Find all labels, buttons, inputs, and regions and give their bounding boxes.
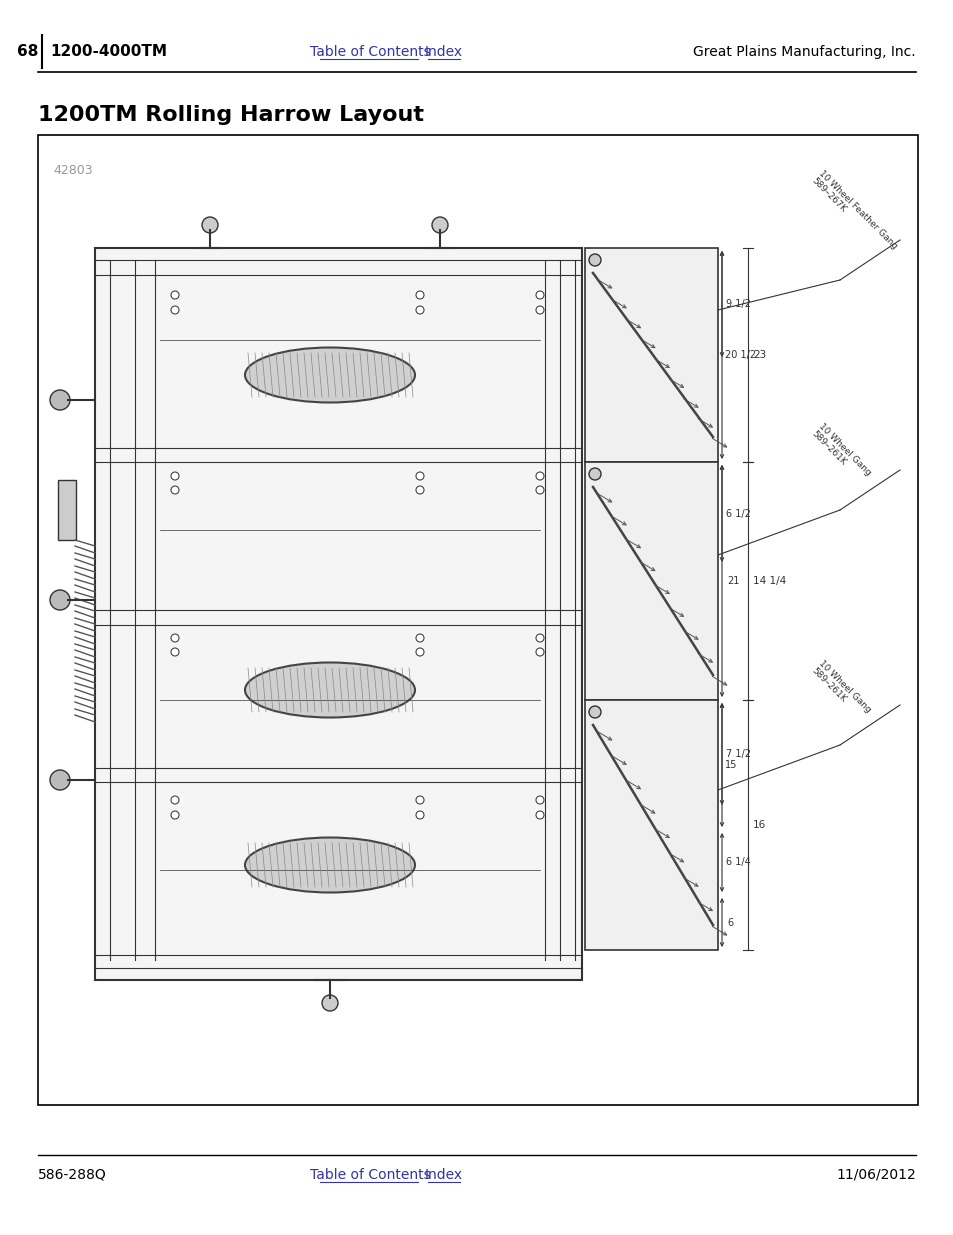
- Text: 9 1/2: 9 1/2: [725, 299, 750, 309]
- Circle shape: [171, 648, 179, 656]
- Circle shape: [536, 472, 543, 480]
- Text: 10 Wheel Gang
589–261K: 10 Wheel Gang 589–261K: [809, 422, 872, 485]
- Circle shape: [416, 487, 423, 494]
- Text: 11/06/2012: 11/06/2012: [836, 1168, 915, 1182]
- Circle shape: [202, 217, 218, 233]
- Circle shape: [588, 468, 600, 480]
- Text: 6 1/4: 6 1/4: [725, 857, 750, 867]
- Circle shape: [171, 797, 179, 804]
- Text: Great Plains Manufacturing, Inc.: Great Plains Manufacturing, Inc.: [693, 44, 915, 59]
- Text: 14 1/4: 14 1/4: [752, 576, 785, 585]
- Bar: [38, 135, 917, 1105]
- Text: 20 1/2: 20 1/2: [724, 350, 756, 359]
- Circle shape: [536, 487, 543, 494]
- Bar: [584, 462, 718, 700]
- Circle shape: [536, 634, 543, 642]
- Circle shape: [171, 487, 179, 494]
- Circle shape: [536, 797, 543, 804]
- Text: 10 Wheel Gang
589–261K: 10 Wheel Gang 589–261K: [809, 659, 872, 722]
- Circle shape: [171, 811, 179, 819]
- Circle shape: [536, 291, 543, 299]
- Text: 21: 21: [726, 576, 739, 585]
- Bar: [58, 480, 76, 540]
- Bar: [584, 248, 718, 462]
- Circle shape: [416, 648, 423, 656]
- Text: 68: 68: [16, 44, 38, 59]
- Ellipse shape: [245, 662, 415, 718]
- Circle shape: [588, 706, 600, 718]
- Circle shape: [50, 590, 70, 610]
- Circle shape: [171, 634, 179, 642]
- Circle shape: [50, 769, 70, 790]
- Circle shape: [416, 797, 423, 804]
- Circle shape: [536, 648, 543, 656]
- Circle shape: [416, 306, 423, 314]
- Text: 6 1/2: 6 1/2: [725, 509, 750, 519]
- Circle shape: [588, 254, 600, 266]
- Circle shape: [416, 811, 423, 819]
- Text: 16: 16: [752, 820, 765, 830]
- Circle shape: [322, 995, 337, 1011]
- Circle shape: [536, 811, 543, 819]
- Text: 1200-4000TM: 1200-4000TM: [50, 44, 167, 59]
- Circle shape: [416, 291, 423, 299]
- Text: 6: 6: [726, 918, 732, 927]
- Text: 1200TM Rolling Harrow Layout: 1200TM Rolling Harrow Layout: [38, 105, 423, 125]
- Circle shape: [416, 472, 423, 480]
- Circle shape: [416, 634, 423, 642]
- Circle shape: [171, 472, 179, 480]
- Text: 7 1/2: 7 1/2: [725, 748, 750, 760]
- Text: 23: 23: [752, 350, 765, 359]
- Circle shape: [171, 291, 179, 299]
- Text: Table of Contents: Table of Contents: [310, 1168, 430, 1182]
- Text: Index: Index: [424, 1168, 462, 1182]
- Ellipse shape: [245, 347, 415, 403]
- Bar: [584, 700, 718, 950]
- Text: Index: Index: [424, 44, 462, 59]
- Bar: [95, 248, 581, 981]
- Text: 15: 15: [724, 760, 737, 769]
- Circle shape: [536, 306, 543, 314]
- Text: Table of Contents: Table of Contents: [310, 44, 430, 59]
- Circle shape: [171, 306, 179, 314]
- Text: 586-288Q: 586-288Q: [38, 1168, 107, 1182]
- Text: 42803: 42803: [53, 163, 92, 177]
- Text: 10 Wheel Feather Gang
589–267K: 10 Wheel Feather Gang 589–267K: [809, 168, 899, 258]
- Circle shape: [432, 217, 448, 233]
- Ellipse shape: [245, 837, 415, 893]
- Circle shape: [50, 390, 70, 410]
